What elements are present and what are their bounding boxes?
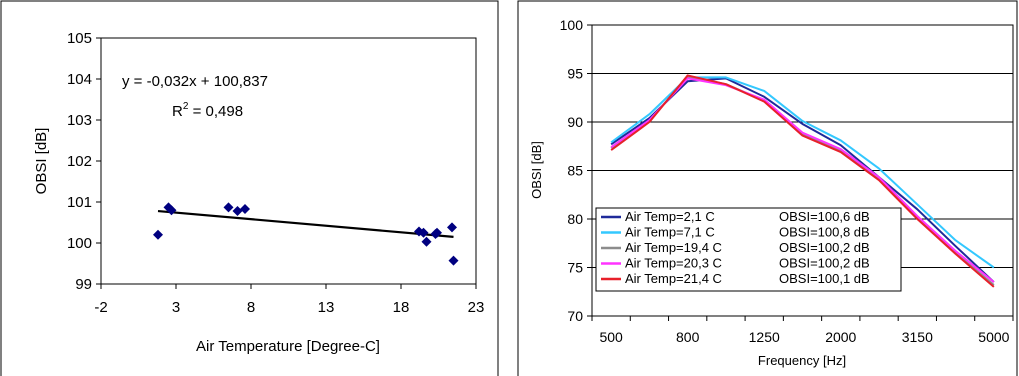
data-point-marker	[421, 236, 432, 247]
legend-obsi-value: OBSI=100,2 dB	[779, 256, 870, 271]
left-y-tick-label: 103	[67, 112, 92, 129]
left-y-tick-label: 99	[75, 276, 92, 293]
series-line	[610, 74, 995, 288]
left-x-tick-label: 18	[393, 299, 410, 316]
legend-series-name: Air Temp=7,1 C	[625, 225, 715, 240]
data-point-marker	[447, 222, 457, 233]
left-x-tick-label: 13	[318, 299, 335, 316]
legend-series-name: Air Temp=21,4 C	[625, 271, 722, 286]
left-x-tick-label: 8	[247, 299, 255, 316]
legend-obsi-value: OBSI=100,1 dB	[779, 271, 870, 286]
right-x-tick-label: 800	[676, 329, 700, 345]
right-chart-border	[517, 0, 1018, 376]
right-y-tick-label: 75	[567, 260, 583, 276]
left-y-tick-label: 100	[67, 235, 92, 252]
data-point-marker	[448, 255, 459, 266]
line-chart: 70 75 80 85 90 95 100 500 800 1250 2000 3150 5000 F…	[517, 0, 1018, 376]
left-x-tick-label: -2	[94, 299, 107, 316]
left-chart-border	[0, 0, 499, 376]
equation-label: y = -0,032x + 100,837	[122, 73, 268, 90]
right-y-tick-label: 70	[567, 308, 583, 324]
right-x-tick-label: 5000	[978, 329, 1009, 345]
legend-obsi-value: OBSI=100,8 dB	[779, 225, 870, 240]
legend: Air Temp=2,1 C OBSI=100,6 dB Air Temp=7,1 …	[595, 207, 902, 292]
right-x-tick-label: 2000	[825, 329, 856, 345]
trendline	[157, 209, 454, 238]
right-y-axis-label: OBSI [dB]	[529, 141, 544, 199]
right-y-tick-label: 100	[560, 17, 584, 33]
legend-series-name: Air Temp=19,4 C	[625, 240, 722, 255]
right-y-tick-label: 85	[567, 163, 583, 179]
data-point-marker	[418, 227, 429, 238]
data-point-marker	[240, 203, 250, 214]
left-x-tick-label: 3	[172, 299, 180, 316]
legend-obsi-value: OBSI=100,2 dB	[779, 240, 870, 255]
data-point-marker	[223, 202, 234, 213]
data-point-marker	[153, 229, 163, 240]
right-x-tick-label: 3150	[902, 329, 933, 345]
left-y-tick-label: 101	[67, 194, 92, 211]
left-x-tick-label: 23	[468, 299, 485, 316]
right-y-tick-label: 95	[567, 66, 583, 82]
left-y-tick-label: 105	[67, 30, 92, 47]
r-squared-label: R2 = 0,498	[172, 101, 243, 120]
legend-box	[595, 207, 902, 292]
left-x-axis-label: Air Temperature [Degree-C]	[196, 338, 380, 355]
legend-series-name: Air Temp=2,1 C	[625, 209, 715, 224]
data-point-marker	[232, 206, 243, 217]
right-y-tick-label: 80	[567, 211, 583, 227]
right-x-axis-label: Frequency [Hz]	[758, 353, 846, 368]
left-chart-panel: 99 100 101 102 103 104 105 -2 3 8 13 18 23 y = -0,0…	[0, 0, 500, 376]
data-point-marker	[166, 205, 177, 216]
left-y-tick-label: 102	[67, 153, 92, 170]
left-y-axis-label: OBSI [dB]	[33, 128, 50, 195]
right-x-tick-label: 1250	[749, 329, 780, 345]
legend-series-name: Air Temp=20,3 C	[625, 256, 722, 271]
right-y-tick-label: 90	[567, 114, 583, 130]
left-y-tick-label: 104	[67, 71, 92, 88]
scatter-chart: 99 100 101 102 103 104 105 -2 3 8 13 18 23 y = -0,0…	[0, 0, 499, 376]
right-x-tick-label: 500	[599, 329, 623, 345]
legend-obsi-value: OBSI=100,6 dB	[779, 209, 870, 224]
right-chart-panel: 70 75 80 85 90 95 100 500 800 1250 2000 3150 5000 F…	[517, 0, 1019, 376]
data-point-marker	[432, 227, 442, 238]
